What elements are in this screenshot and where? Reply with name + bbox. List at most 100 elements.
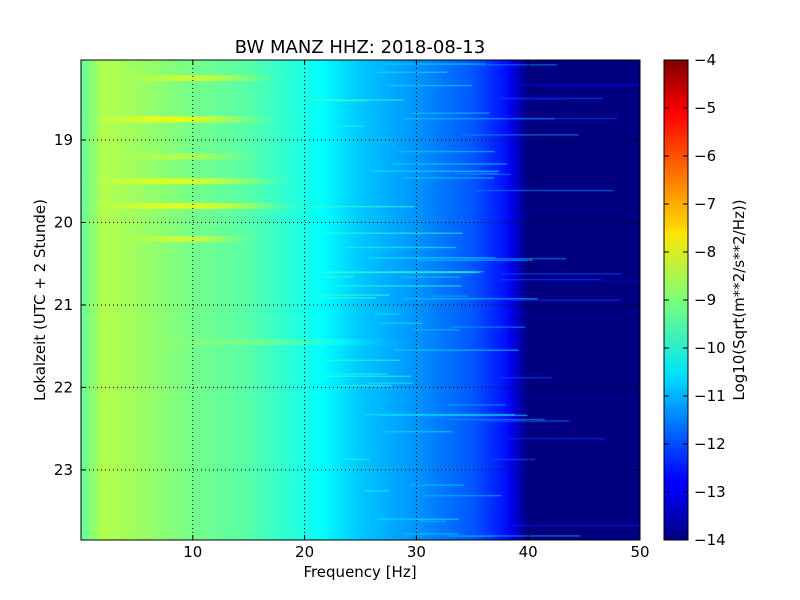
spectrogram-streak [385, 63, 486, 65]
spectrogram-streak [511, 524, 640, 527]
spectrogram-streak [402, 276, 461, 278]
spectrogram-streak [332, 285, 462, 287]
spectrogram-streak [446, 535, 581, 537]
spectrogram-streak [321, 271, 475, 273]
spectrogram-streak [375, 313, 401, 315]
spectrogram-streak [451, 535, 495, 537]
grid-lines [81, 60, 640, 540]
spectrogram-streak [456, 257, 567, 260]
spectrogram-band [81, 178, 395, 185]
spectrogram-streak [413, 328, 460, 331]
spectrogram-streak [323, 359, 401, 362]
spectrogram-streak [402, 297, 538, 300]
spectrogram-streak [447, 418, 545, 421]
spectrogram-streak [429, 295, 468, 297]
colorbar-tick-label: −14 [694, 531, 726, 549]
spectrogram-streak [319, 99, 368, 102]
y-axis: 19 20 21 22 23 [54, 131, 640, 479]
spectrogram-streak [367, 382, 413, 384]
spectrogram-streak [505, 117, 617, 120]
spectrogram-streak [409, 484, 464, 486]
spectrogram-streak [422, 494, 502, 497]
spectrogram-streak [415, 259, 533, 262]
colorbar-tick-label: −7 [694, 195, 716, 213]
colorbar-label: Log10(Sqrt(m**2/s**2/Hz)) [730, 199, 748, 400]
y-tick-label: 23 [54, 461, 73, 479]
spectrogram-streak [370, 170, 500, 173]
spectrogram-streak [493, 458, 536, 461]
colorbar-tick-label: −5 [694, 99, 716, 117]
spectrogram-streak [377, 518, 459, 520]
spectrogram-streak [419, 520, 447, 523]
spectrogram-streak [511, 98, 567, 100]
spectrogram-streak [318, 294, 390, 296]
y-axis-label: Lokalzeit (UTC + 2 Stunde) [31, 199, 49, 401]
x-tick-label: 10 [183, 543, 202, 561]
spectrogram-streak [454, 172, 499, 175]
spectrogram-streak [411, 112, 490, 114]
spectrogram-streak [376, 71, 448, 74]
colorbar-tick-label: −9 [694, 291, 716, 309]
colorbar-ticks: −4 −5 −6 −7 −8 −9 −10 −11 −12 −13 −14 [664, 51, 726, 549]
spectrogram-streak [509, 437, 605, 440]
x-axis-label: Frequency [Hz] [303, 563, 416, 581]
spectrogram-streak [501, 273, 622, 275]
y-tick-label: 22 [54, 378, 73, 396]
spectrogram-streak [499, 279, 601, 281]
spectrogram-streak [447, 404, 506, 406]
spectrogram-streak [479, 420, 570, 422]
plot-frame [80, 59, 641, 541]
spectrogram-streak [341, 125, 364, 128]
spectrogram-band [136, 339, 551, 346]
spectrogram-streak [321, 375, 411, 378]
spectrogram-streak [363, 490, 390, 492]
colorbar-tick-label: −8 [694, 243, 716, 261]
spectrogram-streak [473, 64, 557, 66]
y-tick-label: 20 [54, 213, 73, 231]
spectrogram-streaks [309, 63, 640, 537]
spectrogram-streak [394, 349, 519, 351]
spectrogram-streak [383, 430, 453, 433]
spectrogram-streak [345, 246, 457, 249]
spectrogram-streak [380, 414, 528, 417]
spectrogram-streak [398, 150, 495, 153]
spectrogram-bands [81, 75, 551, 346]
x-tick-label: 30 [407, 543, 426, 561]
colorbar-tick-label: −4 [694, 51, 716, 69]
spectrogram-streak [403, 117, 555, 120]
spectrogram-band [114, 235, 327, 242]
x-tick-label: 20 [295, 543, 314, 561]
spectrogram-streak [476, 189, 614, 192]
spectrogram-streak [403, 177, 494, 179]
colorbar-tick-label: −12 [694, 435, 726, 453]
spectrogram-streak [520, 280, 640, 282]
spectrogram-streak [514, 84, 640, 86]
spectrogram-streak [392, 163, 507, 165]
plot-area [81, 60, 640, 540]
colorbar-tick-label: −6 [694, 147, 716, 165]
x-axis: 10 20 30 40 50 [183, 60, 650, 561]
spectrogram-streak [507, 299, 621, 301]
spectrogram-streak [321, 232, 463, 235]
spectrogram-streak [311, 205, 415, 208]
x-tick-label: 50 [630, 543, 649, 561]
spectrogram-streak [342, 384, 392, 387]
spectrogram-streak [470, 173, 511, 176]
spectrogram-streak [499, 376, 553, 379]
spectrogram-streak [404, 533, 458, 535]
spectrogram-streak [368, 257, 496, 259]
spectrogram-band [81, 116, 372, 123]
colorbar-tick-label: −11 [694, 387, 726, 405]
spectrogram-band [114, 153, 327, 160]
spectrogram-streak [342, 458, 370, 461]
spectrogram-streak [462, 134, 579, 136]
colorbar-tick-label: −10 [694, 339, 726, 357]
spectrogram-streak [316, 297, 377, 299]
spectrogram-streak [364, 413, 515, 416]
y-tick-label: 21 [54, 296, 73, 314]
spectrogram-streak [324, 276, 354, 278]
spectrogram-band [81, 202, 417, 209]
spectrogram-streak [387, 84, 473, 87]
spectrogram-streak [450, 326, 526, 328]
